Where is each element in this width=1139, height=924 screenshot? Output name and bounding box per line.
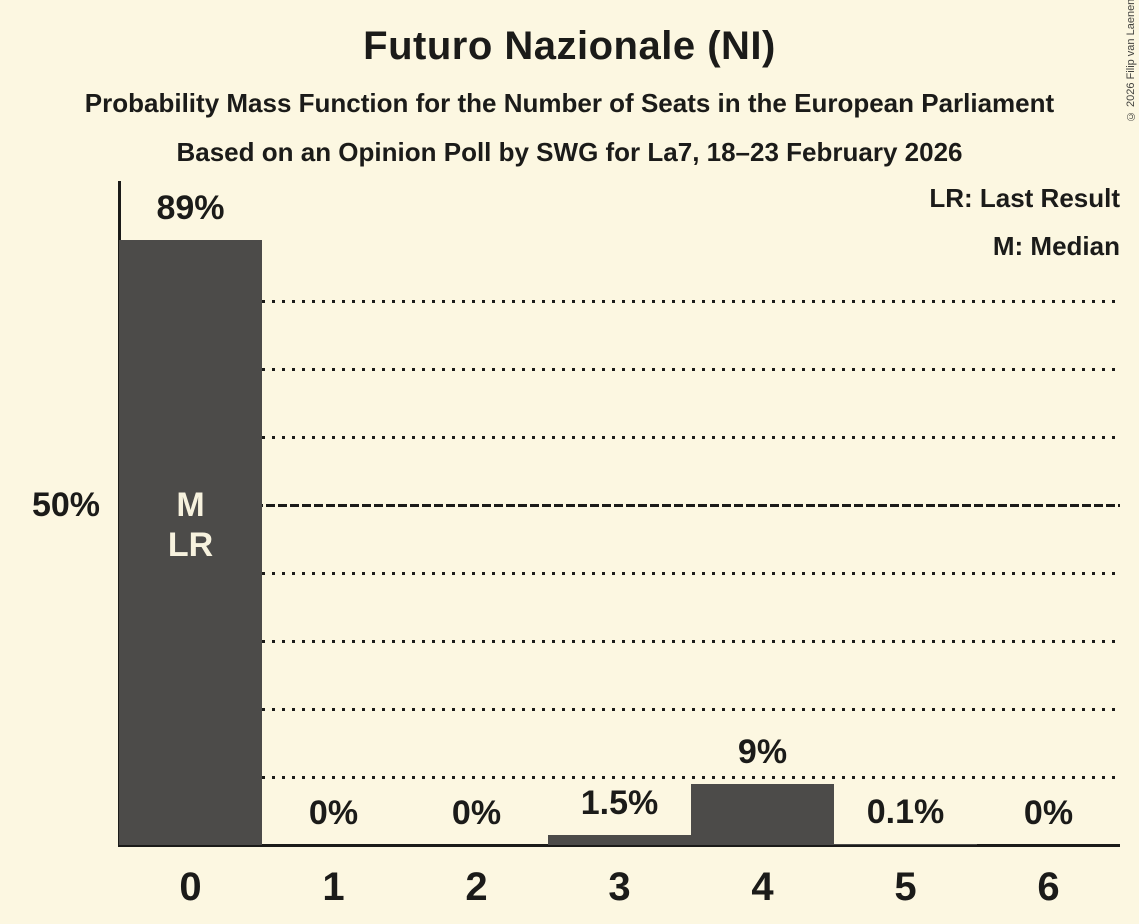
bar-seat-3 xyxy=(548,834,691,845)
x-tick-label-3: 3 xyxy=(608,865,631,909)
gridline-50pct-median-line xyxy=(122,504,1120,507)
chart-legend: LR: Last Result M: Median xyxy=(929,183,1120,261)
bar-seat-0 xyxy=(119,239,262,845)
bar-value-label-seat-6: 0% xyxy=(1023,794,1074,832)
gridline-60pct xyxy=(122,436,1120,439)
gridline-10pct xyxy=(122,776,1120,779)
bar-value-label-seat-4: 9% xyxy=(737,733,788,771)
gridline-40pct xyxy=(122,572,1120,575)
legend-median: M: Median xyxy=(992,231,1120,261)
y-axis-50-label: 50% xyxy=(31,486,100,524)
gridline-70pct xyxy=(122,368,1120,371)
bar-annotation-seat-0: M LR xyxy=(119,485,262,565)
x-tick-label-6: 6 xyxy=(1037,865,1060,909)
x-tick-label-1: 1 xyxy=(322,865,345,909)
x-tick-label-0: 0 xyxy=(179,865,202,909)
annotation-line-m: M xyxy=(176,486,205,524)
bar-seat-4 xyxy=(691,783,834,845)
x-tick-label-5: 5 xyxy=(894,865,917,909)
chart-subtitle: Probability Mass Function for the Number… xyxy=(84,88,1055,118)
chart-title: Futuro Nazionale (NI) xyxy=(363,24,776,68)
bar-value-label-seat-1: 0% xyxy=(308,794,359,832)
bar-value-label-seat-2: 0% xyxy=(451,794,502,832)
bar-value-label-seat-0: 89% xyxy=(156,189,225,227)
x-axis-line xyxy=(118,844,1120,847)
x-tick-label-2: 2 xyxy=(465,865,488,909)
bar-seat-5 xyxy=(834,844,977,845)
gridline-20pct xyxy=(122,708,1120,711)
legend-last-result: LR: Last Result xyxy=(929,183,1120,213)
x-tick-label-4: 4 xyxy=(751,865,774,909)
bar-value-label-seat-5: 0.1% xyxy=(866,793,945,831)
bar-value-label-seat-3: 1.5% xyxy=(580,784,659,822)
annotation-line-lr: LR xyxy=(167,526,214,564)
gridline-80pct xyxy=(122,300,1120,303)
gridline-30pct xyxy=(122,640,1120,643)
chart-poll-details: Based on an Opinion Poll by SWG for La7,… xyxy=(176,137,963,167)
